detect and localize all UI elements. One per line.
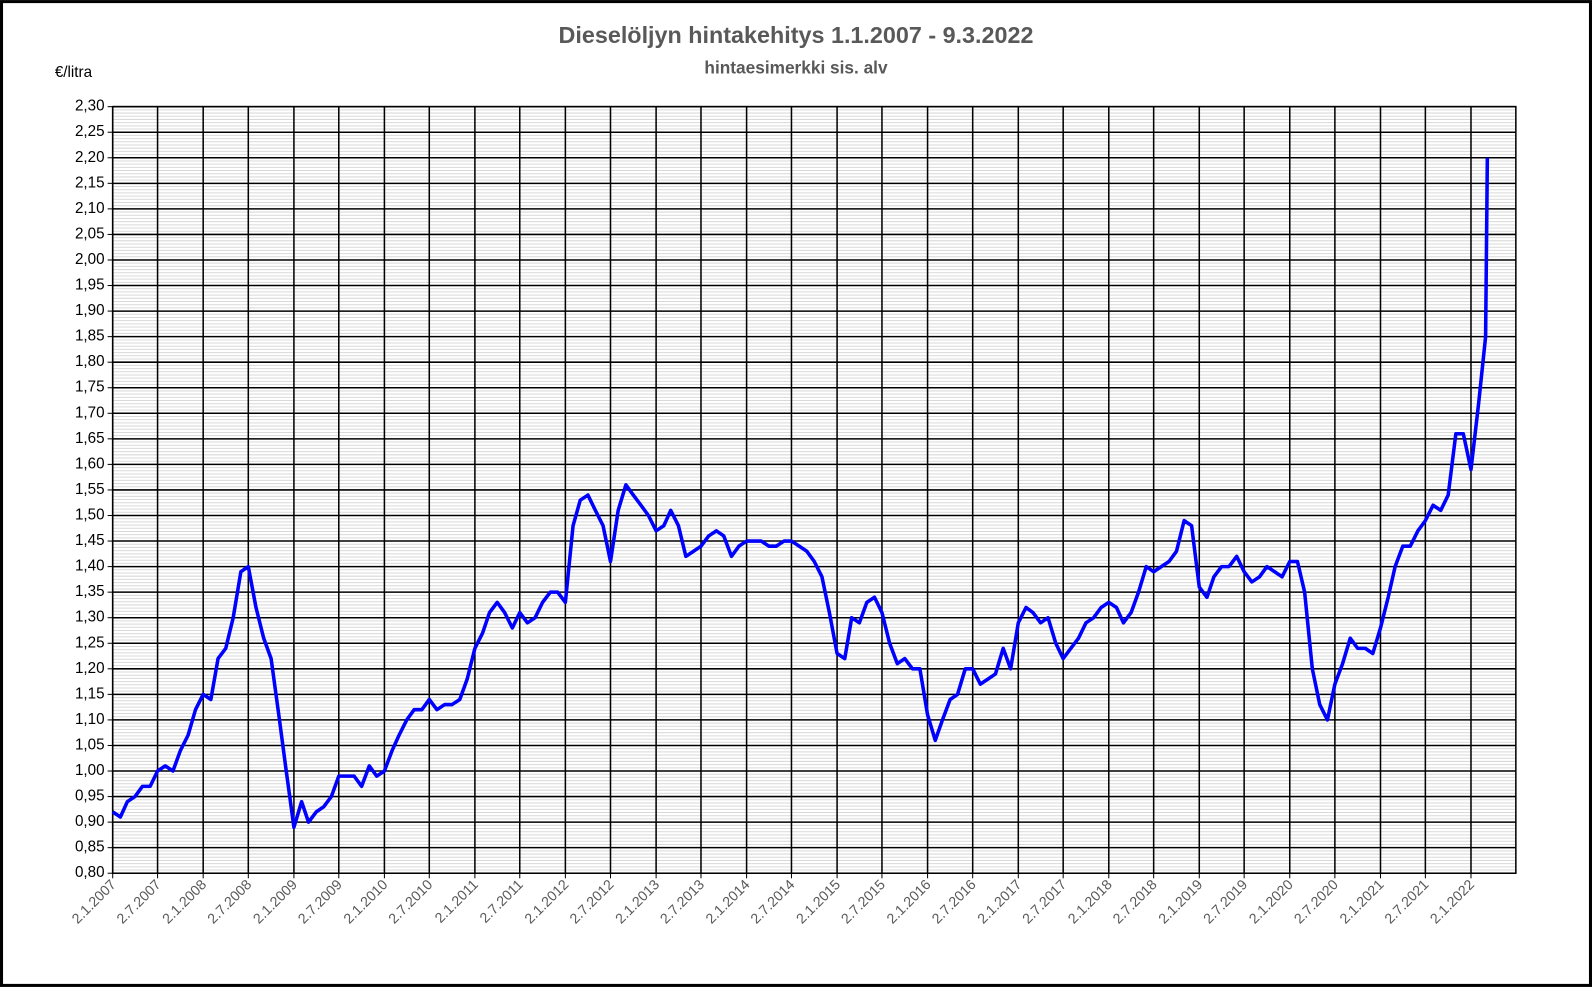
y-tick-label: 1,10 [75, 711, 105, 728]
minor-grid [112, 109, 1516, 871]
y-axis-label: €/litra [55, 64, 93, 81]
chart-subtitle: hintaesimerkki sis. alv [704, 58, 888, 78]
y-tick-label: 1,35 [75, 583, 105, 600]
chart-title: Dieselöljyn hintakehitys 1.1.2007 - 9.3.… [559, 22, 1034, 48]
y-tick-label: 2,25 [75, 123, 105, 140]
y-tick-label: 2,10 [75, 200, 105, 217]
y-tick-label: 1,05 [75, 736, 105, 753]
y-tick-label: 1,75 [75, 379, 105, 396]
y-tick-label: 1,50 [75, 507, 105, 524]
y-tick-label: 1,65 [75, 430, 105, 447]
y-tick-label: 1,30 [75, 609, 105, 626]
y-tick-label: 0,85 [75, 839, 105, 856]
y-tick-label: 1,40 [75, 558, 105, 575]
y-tick-label: 1,85 [75, 328, 105, 345]
y-tick-label: 1,45 [75, 532, 105, 549]
y-tick-label: 1,60 [75, 455, 105, 472]
y-tick-label: 2,00 [75, 251, 105, 268]
plot-border [111, 105, 1517, 874]
y-tick-label: 1,00 [75, 762, 105, 779]
y-tick-label: 1,55 [75, 481, 105, 498]
y-tick-label: 2,20 [75, 149, 105, 166]
y-tick-label: 2,30 [75, 98, 105, 115]
y-tick-label: 1,70 [75, 404, 105, 421]
y-tick-label: 1,80 [75, 353, 105, 370]
y-tick-label: 0,80 [75, 864, 105, 881]
price-line [111, 157, 1490, 830]
y-tick-label: 2,15 [75, 174, 105, 191]
y-tick-label: 1,90 [75, 302, 105, 319]
y-tick-label: 0,95 [75, 788, 105, 805]
y-tick-label: 1,20 [75, 660, 105, 677]
y-tick-label: 1,15 [75, 685, 105, 702]
y-tick-label: 1,95 [75, 277, 105, 294]
y-tick-label: 1,25 [75, 634, 105, 651]
y-tick-label: 2,05 [75, 225, 105, 242]
y-tick-label: 0,90 [75, 813, 105, 830]
plot [111, 157, 1490, 830]
